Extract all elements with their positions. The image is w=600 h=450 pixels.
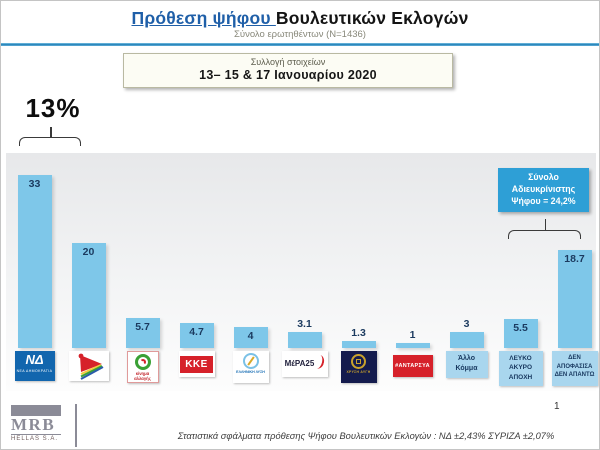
- logo-kinima-allagis: κίνημα αλλαγής: [126, 351, 159, 383]
- logo-antarsya: #ΑΝΤΑΡΣΥΑ: [392, 355, 433, 377]
- bar-value: 1: [409, 329, 416, 341]
- bar-value: 33: [28, 178, 41, 190]
- logo-syriza: [68, 351, 109, 381]
- bar-value: 18.7: [564, 253, 585, 265]
- undecided-bracket: [508, 219, 581, 239]
- bar: [341, 341, 376, 348]
- logo-mera25: ΜέΡΑ25: [281, 351, 328, 377]
- bar-value: 1.3: [351, 327, 366, 339]
- logo-xrysi-avgi: ΧΡΥΣΗ ΑΥΓΗ: [340, 351, 377, 383]
- label-other-party: Άλλο Κόμμα: [445, 351, 488, 378]
- lead-annotation: 13%: [25, 93, 81, 123]
- label-blank-invalid-abstain: ΛΕΥΚΟ ΑΚΥΡΟ ΑΠΟΧΗ: [498, 351, 543, 386]
- bar-value: 20: [82, 246, 95, 258]
- kinal-sun-icon: [134, 354, 151, 370]
- data-collection-box: Συλλογή στοιχείων 13– 15 & 17 Ιανουαρίου…: [123, 53, 453, 88]
- bar: [125, 318, 160, 348]
- bar: [449, 332, 484, 348]
- bar: [557, 250, 592, 348]
- title-highlight: Πρόθεση ψήφου: [131, 8, 276, 28]
- sample-size-subtitle: Σύνολο ερωτηθέντων (N=1436): [234, 29, 366, 40]
- bar-value: 4: [247, 330, 254, 342]
- bar-value: 5.5: [513, 322, 528, 334]
- bar: [395, 343, 430, 348]
- bar-value: 4.7: [189, 326, 204, 338]
- bar-value: 5.7: [135, 321, 150, 333]
- lead-bracket: [19, 127, 81, 146]
- title-rest: Βουλευτικών Εκλογών: [275, 8, 469, 28]
- logo-kke: ΚΚΕ: [178, 351, 215, 377]
- page-number: 1: [554, 401, 560, 412]
- page-title: Πρόθεση ψήφου Βουλευτικών Εκλογών: [1, 8, 599, 29]
- bar: [179, 323, 214, 348]
- bar: [17, 175, 52, 348]
- bar: [233, 327, 268, 348]
- data-collection-label: Συλλογή στοιχείων: [250, 57, 326, 67]
- bar: [287, 332, 322, 348]
- swoosh-icon: [313, 353, 326, 370]
- header-divider: [1, 43, 599, 46]
- mrb-logo-block: [11, 405, 61, 416]
- compass-icon: [242, 353, 259, 369]
- bar: [503, 319, 538, 348]
- bar-value: 3.1: [297, 318, 312, 330]
- logo-elliniki-lysi: ΕΛΛΗΝΙΚΗ ΛΥΣΗ: [232, 351, 269, 383]
- mrb-logo: MRB HELLAS S.A.: [9, 404, 77, 447]
- bar-value: 3: [463, 318, 470, 330]
- syriza-flag-icon: [78, 353, 103, 380]
- logo-nea-dimokratia: ΝΔ ΝΕΑ ΔΗΜΟΚΡΑΤΙΑ: [14, 351, 55, 381]
- label-undecided-no-answer: ΔΕΝ ΑΠΟΦΑΣΙΣΑ ΔΕΝ ΑΠΑΝΤΩ: [551, 351, 598, 386]
- undecided-callout: Σύνολο Αδιευκρίνιστης Ψήφου = 24,2%: [498, 168, 589, 212]
- footer-note: Στατιστικά σφάλματα πρόθεσης Ψήφου Βουλε…: [177, 431, 555, 441]
- bar: [71, 243, 106, 348]
- wreath-icon: [351, 354, 366, 369]
- data-collection-dates: 13– 15 & 17 Ιανουαρίου 2020: [199, 68, 377, 82]
